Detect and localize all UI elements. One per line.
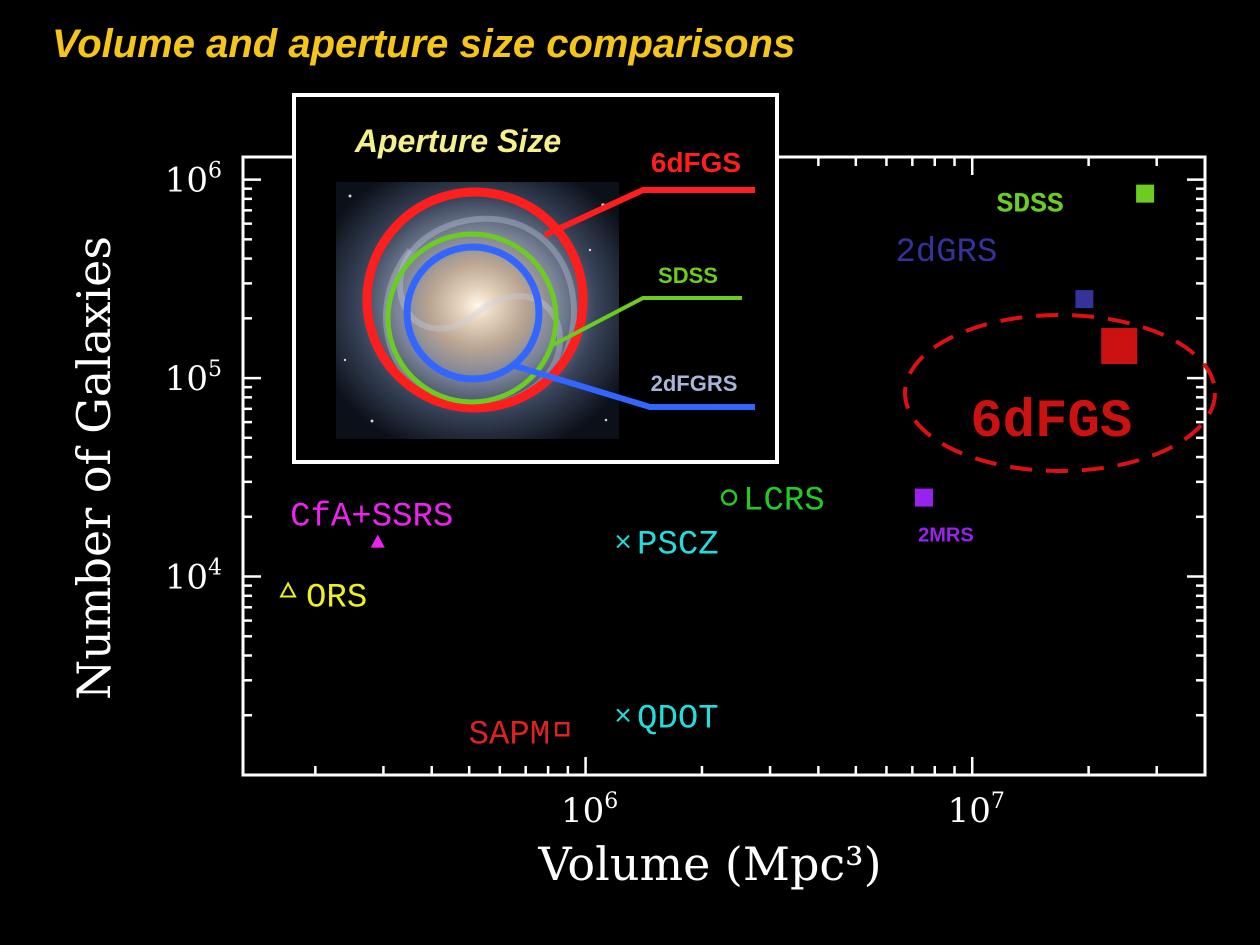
point-6dfgs bbox=[1101, 328, 1138, 365]
aperture-circle-6dfgs bbox=[362, 187, 588, 413]
point-lcrs bbox=[720, 489, 738, 506]
slide-title: Volume and aperture size comparisons bbox=[52, 22, 796, 66]
point-sapm bbox=[554, 722, 570, 737]
point-label-2mrs: 2MRS bbox=[918, 525, 974, 547]
aperture-label-sdss: SDSS bbox=[658, 263, 718, 288]
point-label-lcrs: LCRS bbox=[743, 483, 825, 521]
point-pscz bbox=[616, 534, 630, 549]
x-tick-label: 107 bbox=[948, 789, 1005, 831]
aperture-circle-sdss bbox=[385, 231, 559, 405]
point-label-sdss: SDSS bbox=[996, 190, 1063, 221]
y-tick-label: 105 bbox=[165, 357, 222, 399]
inset-title: Aperture Size bbox=[354, 123, 561, 159]
point-label-pscz: PSCZ bbox=[637, 527, 719, 565]
x-axis-label: Volume (Mpc³) bbox=[537, 837, 881, 891]
point-2mrs bbox=[914, 488, 933, 507]
point-label-qdot: QDOT bbox=[637, 700, 719, 738]
point-label-6dfgs: 6dFGS bbox=[970, 392, 1132, 453]
y-tick-label: 104 bbox=[165, 556, 222, 598]
y-axis-label: Number of Galaxies bbox=[67, 236, 121, 700]
point-label-cfa-ssrs: CfA+SSRS bbox=[290, 499, 453, 537]
aperture-label-6dfgs: 6dFGS bbox=[651, 147, 741, 178]
axis-ticks bbox=[243, 157, 1207, 777]
point-qdot bbox=[616, 708, 630, 722]
data-points: CfA+SSRS ORS SAPM QDOT PSCZ LCRS 2MRS 2dGRS SDSS… bbox=[279, 184, 1155, 754]
aperture-circle-2dfgrs bbox=[403, 243, 543, 383]
point-label-2dgrs: 2dGRS bbox=[895, 234, 997, 272]
highlight-ellipse bbox=[903, 313, 1217, 473]
tick-labels: 106 107 104 105 106 bbox=[165, 159, 1005, 831]
leader-line-sdss bbox=[552, 296, 742, 347]
point-ors bbox=[279, 581, 297, 598]
leader-line-2dfgrs bbox=[514, 363, 755, 410]
point-cfa-ssrs bbox=[370, 534, 385, 548]
y-tick-label: 106 bbox=[165, 159, 222, 201]
point-2dgrs bbox=[1075, 290, 1094, 309]
leader-line-6dfgs bbox=[543, 187, 755, 238]
point-label-sapm: SAPM bbox=[469, 716, 551, 754]
point-label-ors: ORS bbox=[306, 580, 367, 618]
point-sdss bbox=[1136, 184, 1155, 203]
x-tick-label: 106 bbox=[561, 789, 618, 831]
aperture-inset: Aperture Size bbox=[292, 93, 779, 464]
aperture-label-2dfgrs: 2dFGRS bbox=[651, 371, 738, 396]
